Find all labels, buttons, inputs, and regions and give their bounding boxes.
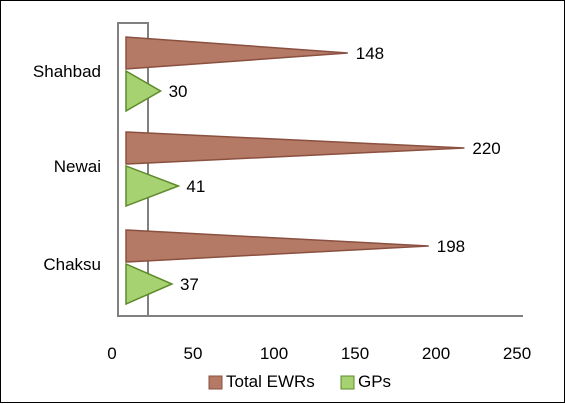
data-label-chaksu-total-ewrs: 198 (437, 237, 465, 256)
legend: Total EWRs GPs (208, 372, 391, 391)
data-label-newai-total-ewrs: 220 (472, 139, 500, 158)
bar-shahbad-total-ewrs (125, 36, 348, 70)
legend-label-gps: GPs (358, 372, 391, 391)
bar-chaksu-gps (125, 262, 174, 306)
bars (125, 36, 465, 306)
x-tick-label-250: 250 (503, 344, 531, 363)
x-tick-label-0: 0 (107, 344, 116, 363)
legend-swatch-total-ewrs (208, 375, 223, 390)
legend-swatch-gps (340, 375, 355, 390)
data-label-chaksu-gps: 37 (180, 275, 199, 294)
x-tick-label-150: 150 (341, 344, 369, 363)
bar-newai-total-ewrs (125, 131, 465, 165)
bar-shahbad-gps (125, 69, 163, 113)
bar-newai-gps (125, 164, 181, 208)
category-label-newai: Newai (54, 157, 101, 176)
legend-label-total-ewrs: Total EWRs (226, 372, 315, 391)
data-label-shahbad-total-ewrs: 148 (356, 44, 384, 63)
category-label-shahbad: Shahbad (33, 62, 101, 81)
x-tick-label-50: 50 (184, 344, 203, 363)
bar-chaksu-total-ewrs (125, 229, 429, 263)
data-label-newai-gps: 41 (186, 177, 205, 196)
category-label-chaksu: Chaksu (43, 255, 101, 274)
x-axis-ticks: 0 50 100 150 200 250 (107, 344, 531, 363)
x-tick-label-200: 200 (422, 344, 450, 363)
data-label-shahbad-gps: 30 (169, 82, 188, 101)
category-labels: Shahbad Newai Chaksu (33, 62, 101, 274)
x-tick-label-100: 100 (260, 344, 288, 363)
axes (117, 22, 523, 317)
data-labels: 148 30 220 41 198 37 (169, 44, 501, 294)
